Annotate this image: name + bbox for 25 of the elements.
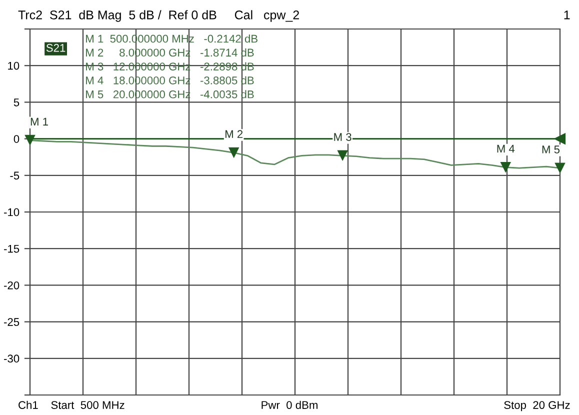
point: [337, 150, 348, 162]
annotation: M 5: [542, 146, 560, 154]
y-tick-label: -30: [4, 354, 20, 363]
text: Pwr 0 dBm: [262, 400, 318, 409]
annotation: M 2: [225, 130, 243, 138]
annotation: S21: [46, 44, 66, 52]
y-tick-label: -10: [4, 208, 20, 216]
chart-title: Trc2 S21 dB Mag 5 dB / Ref 0 dB Cal cpw_2: [18, 10, 299, 22]
point: [500, 162, 512, 173]
y-tick-label: 0: [14, 135, 20, 143]
annotation: M 4: [497, 144, 515, 153]
y-tick-label: -5: [10, 172, 20, 180]
text: Stop 20 GHz: [504, 401, 570, 412]
y-tick-label: 10: [8, 62, 20, 70]
y-tick-label: -25: [4, 318, 20, 326]
point: [24, 134, 36, 146]
y-tick-label: -20: [4, 281, 20, 290]
y-tick-label: -15: [4, 244, 20, 253]
text: 1: [564, 10, 570, 20]
y-tick-label: 5: [14, 98, 20, 106]
point: [554, 162, 566, 174]
annotation: M 3: [334, 133, 352, 141]
annotation: M 1: [30, 118, 48, 126]
point: [228, 147, 240, 158]
text: Ch1 Start 500 MHz: [18, 400, 124, 409]
